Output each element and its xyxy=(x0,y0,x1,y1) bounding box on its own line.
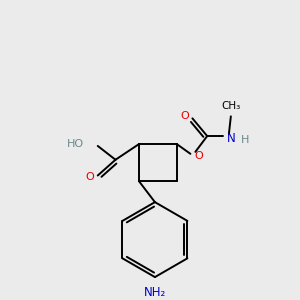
Text: HO: HO xyxy=(67,139,84,149)
Text: O: O xyxy=(180,111,189,122)
Text: CH₃: CH₃ xyxy=(221,101,241,112)
Text: O: O xyxy=(85,172,94,182)
Text: NH₂: NH₂ xyxy=(144,286,166,299)
Text: H: H xyxy=(241,135,249,145)
Text: O: O xyxy=(194,151,203,161)
Text: N: N xyxy=(226,131,235,145)
